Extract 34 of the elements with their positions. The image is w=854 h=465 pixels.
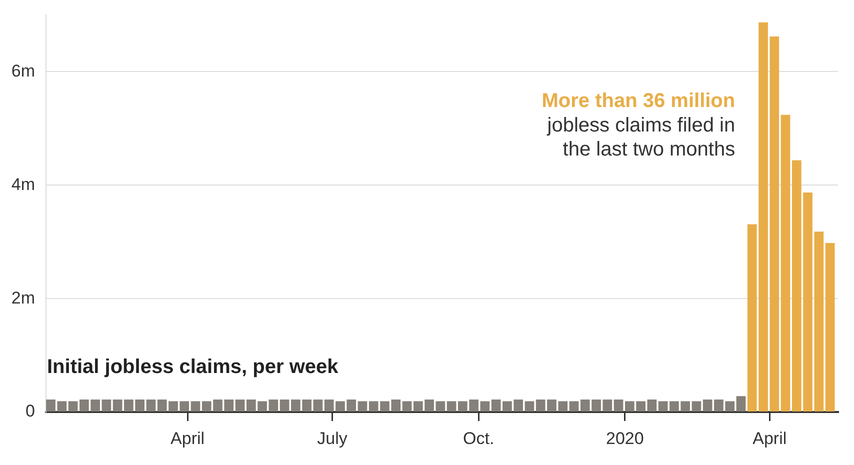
bar [569, 401, 579, 412]
bar [658, 401, 668, 412]
bar [524, 401, 534, 412]
bar [614, 400, 624, 412]
bar [235, 400, 245, 412]
bar [647, 400, 657, 412]
x-tick-label: April [170, 428, 205, 448]
bar [736, 396, 746, 412]
bar [358, 401, 368, 412]
text: Initial jobless claims, per week [47, 356, 340, 378]
y-tick-label: 4m [11, 174, 35, 194]
bar [68, 401, 78, 412]
bar [102, 400, 112, 412]
bar [313, 400, 323, 412]
bar [280, 400, 290, 412]
bar [692, 401, 702, 412]
bar [825, 242, 835, 412]
x-tick-label: July [317, 428, 348, 448]
bar [402, 401, 412, 412]
bar [446, 401, 456, 412]
annotation: jobless claims filed in the last two months [546, 114, 736, 161]
y-tick-label: 2m [11, 288, 35, 308]
bar [190, 401, 200, 412]
bar [480, 401, 490, 412]
x-tick-label: 2020 [606, 428, 644, 448]
bar [491, 400, 501, 412]
x-tick-label: Oct. [462, 428, 494, 448]
bar [146, 400, 156, 412]
bar [112, 400, 122, 412]
y-tick-label: 6m [11, 61, 35, 80]
x-tick-label: April [752, 428, 787, 448]
annotation: More than 36 million [542, 90, 736, 112]
y-tick-label: 0 [26, 402, 35, 421]
bar [780, 114, 790, 412]
